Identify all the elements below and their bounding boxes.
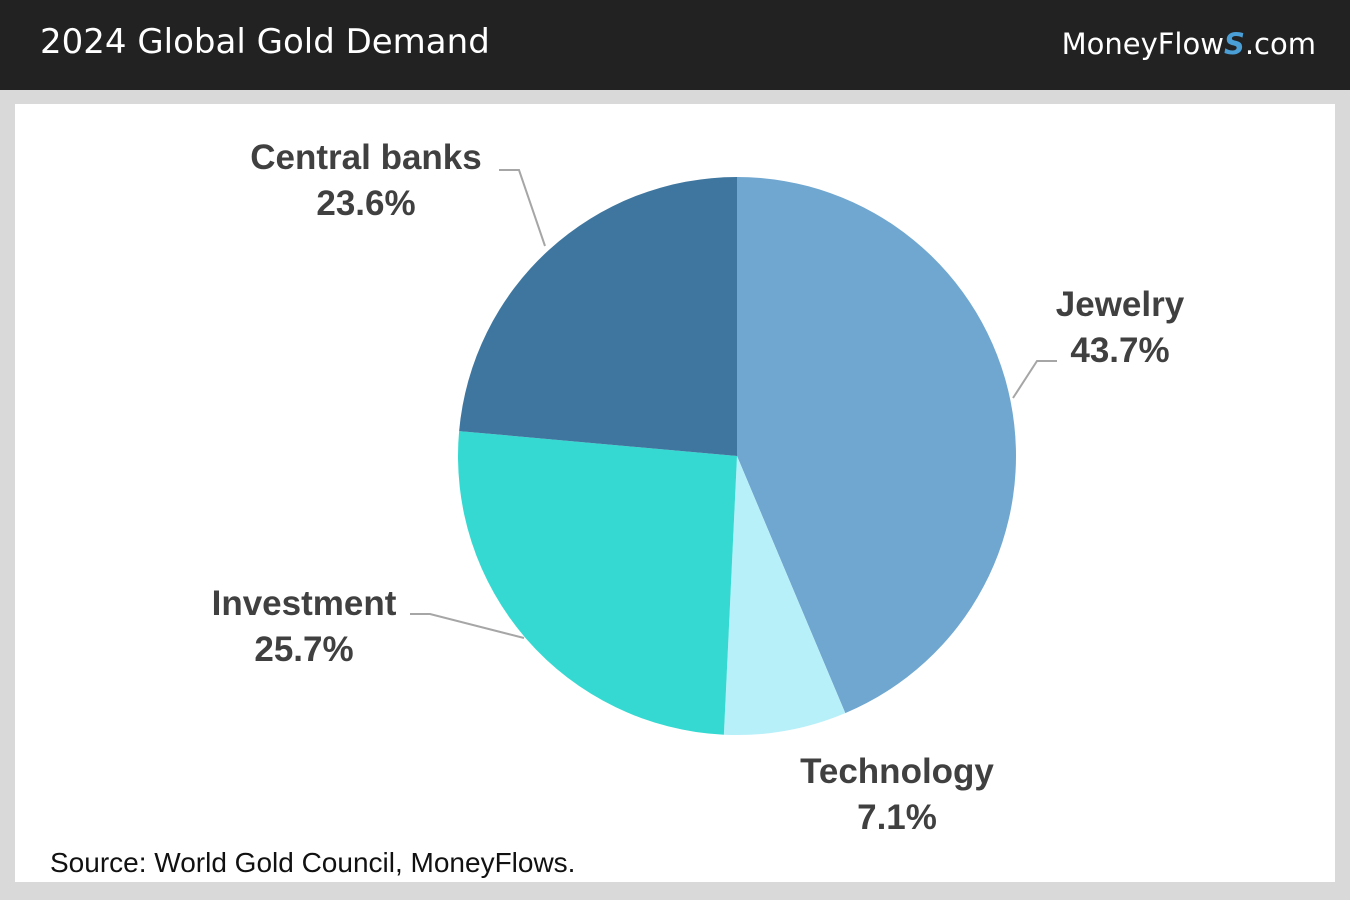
slice-label-jewelry: Jewelry bbox=[1056, 285, 1185, 324]
slice-value-central-banks: 23.6% bbox=[316, 184, 415, 223]
brand-s-mark: S bbox=[1223, 27, 1245, 61]
pie-slice-technology bbox=[723, 456, 846, 735]
leader-line-investment bbox=[410, 613, 525, 639]
brand-logo[interactable]: MoneyFlowS.com bbox=[1062, 26, 1316, 62]
brand-suffix: .com bbox=[1244, 27, 1316, 61]
pie-slice-investment bbox=[458, 431, 737, 735]
chart-title: 2024 Global Gold Demand bbox=[40, 22, 490, 62]
pie-slice-central-banks bbox=[459, 177, 737, 456]
leader-line-central-banks bbox=[499, 169, 546, 247]
slice-value-technology: 7.1% bbox=[857, 798, 937, 837]
slice-label-investment: Investment bbox=[212, 584, 397, 623]
slice-label-technology: Technology bbox=[800, 752, 994, 791]
leader-line-jewelry bbox=[1012, 360, 1057, 399]
source-note: Source: World Gold Council, MoneyFlows. bbox=[50, 847, 576, 878]
brand-prefix: MoneyFlow bbox=[1061, 27, 1224, 61]
slice-label-central-banks: Central banks bbox=[250, 138, 481, 177]
slice-value-jewelry: 43.7% bbox=[1070, 331, 1169, 370]
pie-slice-jewelry bbox=[737, 177, 1017, 714]
slice-value-investment: 25.7% bbox=[254, 630, 353, 669]
header-bar: 2024 Global Gold Demand MoneyFlowS.com bbox=[0, 0, 1350, 90]
